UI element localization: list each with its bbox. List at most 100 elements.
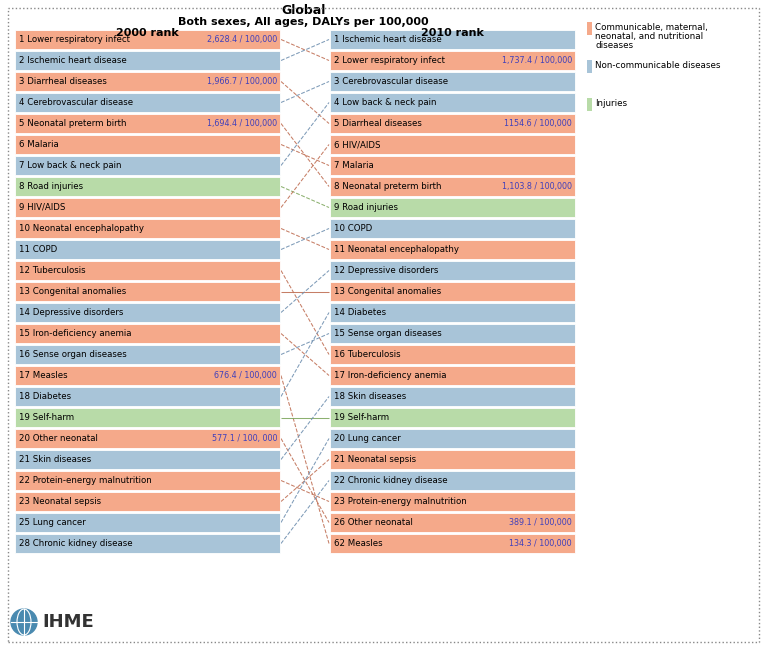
Bar — [330, 429, 575, 448]
Bar — [330, 408, 575, 427]
Bar — [15, 513, 280, 532]
Text: 11 COPD: 11 COPD — [19, 245, 58, 254]
Bar — [330, 156, 575, 175]
Bar — [330, 219, 575, 238]
Text: 389.1 / 100,000: 389.1 / 100,000 — [509, 518, 572, 527]
Text: 22 Chronic kidney disease: 22 Chronic kidney disease — [334, 476, 448, 485]
Bar — [15, 135, 280, 154]
Bar — [587, 98, 592, 111]
Text: 4 Cerebrovascular disease: 4 Cerebrovascular disease — [19, 98, 133, 107]
Text: 8 Neonatal preterm birth: 8 Neonatal preterm birth — [334, 182, 442, 191]
Bar — [15, 93, 280, 112]
Bar — [15, 303, 280, 322]
Bar — [330, 282, 575, 301]
Text: 1,103.8 / 100,000: 1,103.8 / 100,000 — [502, 182, 572, 191]
Bar — [330, 492, 575, 511]
Text: 5 Neonatal preterm birth: 5 Neonatal preterm birth — [19, 119, 127, 128]
Text: diseases: diseases — [595, 41, 633, 50]
Text: 22 Protein-energy malnutrition: 22 Protein-energy malnutrition — [19, 476, 152, 485]
Bar — [330, 93, 575, 112]
Text: 1,966.7 / 100,000: 1,966.7 / 100,000 — [207, 77, 277, 86]
Bar — [15, 261, 280, 280]
Bar — [587, 60, 592, 73]
Bar — [15, 282, 280, 301]
Text: 11 Neonatal encephalopathy: 11 Neonatal encephalopathy — [334, 245, 459, 254]
Text: 16 Tuberculosis: 16 Tuberculosis — [334, 350, 400, 359]
Bar — [330, 261, 575, 280]
Bar — [15, 324, 280, 343]
Bar — [330, 198, 575, 217]
Bar — [330, 324, 575, 343]
Bar — [15, 492, 280, 511]
Text: 9 Road injuries: 9 Road injuries — [334, 203, 398, 212]
Text: 6 HIV/AIDS: 6 HIV/AIDS — [334, 140, 380, 149]
Text: 21 Neonatal sepsis: 21 Neonatal sepsis — [334, 455, 416, 464]
Text: 8 Road injuries: 8 Road injuries — [19, 182, 83, 191]
Text: 12 Depressive disorders: 12 Depressive disorders — [334, 266, 439, 275]
Text: 20 Lung cancer: 20 Lung cancer — [334, 434, 400, 443]
Bar — [15, 219, 280, 238]
Bar — [15, 177, 280, 196]
Bar — [15, 450, 280, 469]
Bar — [15, 51, 280, 70]
Text: 7 Low back & neck pain: 7 Low back & neck pain — [19, 161, 121, 170]
Text: 13 Congenital anomalies: 13 Congenital anomalies — [19, 287, 127, 296]
Text: IHME: IHME — [42, 613, 94, 631]
Bar — [15, 156, 280, 175]
Bar — [587, 22, 592, 35]
Text: 23 Protein-energy malnutrition: 23 Protein-energy malnutrition — [334, 497, 467, 506]
Bar — [330, 303, 575, 322]
Text: 6 Malaria: 6 Malaria — [19, 140, 59, 149]
Text: 3 Diarrheal diseases: 3 Diarrheal diseases — [19, 77, 107, 86]
Bar — [330, 51, 575, 70]
Bar — [15, 429, 280, 448]
Text: 12 Tuberculosis: 12 Tuberculosis — [19, 266, 86, 275]
Bar — [15, 534, 280, 553]
Text: 26 Other neonatal: 26 Other neonatal — [334, 518, 413, 527]
Text: 10 COPD: 10 COPD — [334, 224, 372, 233]
Bar — [330, 387, 575, 406]
Text: 20 Other neonatal: 20 Other neonatal — [19, 434, 98, 443]
Text: 14 Depressive disorders: 14 Depressive disorders — [19, 308, 123, 317]
Bar — [330, 450, 575, 469]
Text: 15 Iron-deficiency anemia: 15 Iron-deficiency anemia — [19, 329, 131, 338]
Text: 17 Measles: 17 Measles — [19, 371, 67, 380]
Text: 21 Skin diseases: 21 Skin diseases — [19, 455, 91, 464]
Text: 19 Self-harm: 19 Self-harm — [334, 413, 389, 422]
Text: 13 Congenital anomalies: 13 Congenital anomalies — [334, 287, 441, 296]
Bar — [330, 240, 575, 259]
Text: 10 Neonatal encephalopathy: 10 Neonatal encephalopathy — [19, 224, 144, 233]
Bar — [15, 408, 280, 427]
Circle shape — [11, 609, 37, 635]
Text: Global: Global — [281, 3, 326, 16]
Bar — [330, 534, 575, 553]
Text: 1,737.4 / 100,000: 1,737.4 / 100,000 — [502, 56, 572, 65]
Text: Communicable, maternal,: Communicable, maternal, — [595, 23, 708, 32]
Text: 14 Diabetes: 14 Diabetes — [334, 308, 386, 317]
Bar — [330, 513, 575, 532]
Bar — [15, 366, 280, 385]
Text: 2 Lower respiratory infect: 2 Lower respiratory infect — [334, 56, 445, 65]
Bar — [330, 471, 575, 490]
Bar — [15, 30, 280, 49]
Bar — [330, 135, 575, 154]
Text: 62 Measles: 62 Measles — [334, 539, 383, 548]
Text: 1 Ischemic heart disease: 1 Ischemic heart disease — [334, 35, 442, 44]
Bar — [330, 30, 575, 49]
Text: 2000 rank: 2000 rank — [116, 28, 179, 38]
Text: 5 Diarrheal diseases: 5 Diarrheal diseases — [334, 119, 422, 128]
Text: 2 Ischemic heart disease: 2 Ischemic heart disease — [19, 56, 127, 65]
Text: 25 Lung cancer: 25 Lung cancer — [19, 518, 86, 527]
Text: 577.1 / 100, 000: 577.1 / 100, 000 — [212, 434, 277, 443]
Bar — [15, 387, 280, 406]
Text: 18 Skin diseases: 18 Skin diseases — [334, 392, 407, 401]
Text: neonatal, and nutritional: neonatal, and nutritional — [595, 32, 703, 41]
Bar — [330, 114, 575, 133]
Bar — [15, 72, 280, 91]
Text: Injuries: Injuries — [595, 99, 627, 108]
Text: Both sexes, All ages, DALYs per 100,000: Both sexes, All ages, DALYs per 100,000 — [178, 17, 429, 27]
Bar — [15, 240, 280, 259]
Text: 4 Low back & neck pain: 4 Low back & neck pain — [334, 98, 436, 107]
Text: 16 Sense organ diseases: 16 Sense organ diseases — [19, 350, 127, 359]
Text: 15 Sense organ diseases: 15 Sense organ diseases — [334, 329, 442, 338]
